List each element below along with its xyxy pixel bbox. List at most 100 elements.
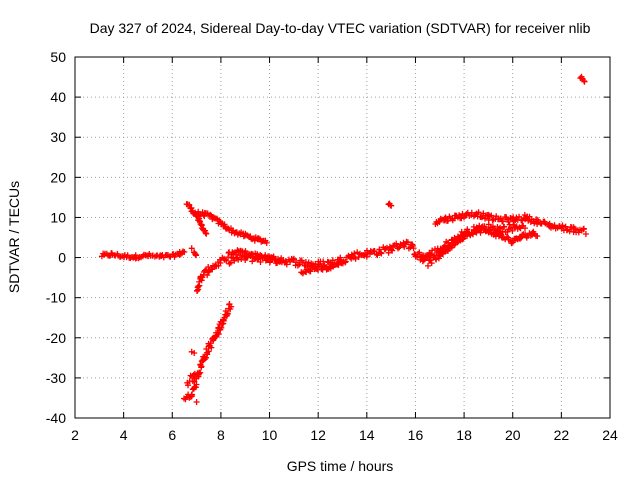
grid-lines	[75, 57, 610, 418]
data-point-mark	[221, 221, 228, 228]
data-point-mark	[464, 226, 471, 233]
data-point-mark	[245, 252, 252, 259]
data-point-mark	[488, 212, 495, 219]
data-point-mark	[217, 260, 224, 266]
y-tick-label: 50	[50, 49, 66, 65]
data-point-mark	[416, 249, 423, 256]
data-point-mark	[482, 215, 488, 222]
data-point-mark	[518, 234, 525, 241]
data-point-mark	[226, 260, 233, 267]
plot-frame	[74, 56, 611, 419]
data-point-mark	[469, 230, 476, 237]
data-point-mark	[376, 246, 383, 253]
x-tick-label: 22	[554, 427, 570, 443]
x-tick-label: 10	[262, 427, 278, 443]
data-point-mark	[384, 244, 390, 251]
data-point-mark	[516, 213, 523, 220]
y-tick-label: 10	[50, 209, 66, 225]
data-point-mark	[224, 311, 231, 317]
data-point-mark	[446, 245, 453, 252]
data-point-mark	[427, 251, 434, 258]
x-tick-label: 20	[505, 427, 521, 443]
data-point-mark	[522, 225, 528, 232]
data-point-mark	[189, 391, 195, 398]
data-point-mark	[263, 239, 270, 246]
data-point-mark	[495, 225, 502, 232]
data-point-mark	[363, 253, 370, 260]
data-point-mark	[479, 214, 485, 221]
data-point-mark	[459, 236, 466, 243]
outlier-mark	[191, 350, 198, 356]
data-point-mark	[389, 247, 396, 254]
data-point-mark	[509, 239, 516, 246]
x-tick-label: 8	[217, 427, 225, 443]
data-point-mark	[235, 256, 242, 263]
data-point-mark	[307, 268, 314, 275]
data-point-mark	[378, 250, 385, 257]
x-tick-label: 4	[120, 427, 128, 443]
data-point-mark	[401, 243, 408, 250]
data-point-mark	[527, 219, 534, 225]
data-point-mark	[404, 239, 411, 246]
data-point-mark	[509, 227, 516, 234]
data-point-mark	[477, 229, 484, 236]
data-point-mark	[232, 251, 239, 258]
x-tick-label: 12	[310, 427, 326, 443]
y-tick-label: 30	[50, 129, 66, 145]
data-point-mark	[339, 260, 346, 267]
data-point-mark	[208, 344, 215, 351]
data-point-mark	[371, 248, 378, 254]
data-point-mark	[181, 249, 188, 255]
data-point-mark	[203, 354, 210, 361]
data-point-mark	[566, 228, 573, 235]
y-tick-label: -10	[46, 290, 66, 306]
x-tick-label: 6	[168, 427, 176, 443]
data-point-mark	[501, 223, 508, 230]
data-point-mark	[198, 277, 205, 284]
data-point-mark	[198, 364, 205, 371]
data-point-mark	[581, 78, 588, 85]
data-point-mark	[262, 252, 269, 259]
data-point-mark	[193, 381, 200, 388]
data-point-mark	[489, 217, 496, 224]
x-tick-label: 24	[602, 427, 618, 443]
y-tick-label: -30	[46, 370, 66, 386]
data-point-mark	[205, 348, 212, 355]
data-point-mark	[559, 222, 566, 229]
y-tick-label: 20	[50, 169, 66, 185]
data-point-mark	[203, 230, 210, 237]
y-tick-label: -40	[46, 410, 66, 426]
data-point-mark	[352, 255, 359, 262]
y-axis-ticks: -40 -30 -20 -10 0 10 20 30 40 50	[46, 49, 610, 426]
data-point-mark	[410, 245, 417, 252]
data-point-mark	[278, 255, 285, 262]
data-point-mark	[420, 256, 427, 263]
data-point-mark	[296, 261, 303, 268]
data-point-mark	[497, 224, 504, 231]
y-axis-label: SDTVAR / TECUs	[6, 181, 22, 293]
data-point-mark	[395, 245, 401, 252]
data-point-mark	[442, 214, 449, 221]
data-point-mark	[497, 231, 504, 238]
x-tick-label: 2	[71, 427, 79, 443]
data-point-mark	[433, 256, 440, 263]
outlier-mark	[193, 399, 200, 405]
data-point-mark	[468, 209, 475, 216]
data-point-mark	[227, 259, 234, 266]
y-tick-label: 40	[50, 89, 66, 105]
data-point-mark	[571, 225, 578, 232]
data-point-mark	[505, 218, 512, 225]
data-point-mark	[257, 259, 264, 265]
data-point-mark	[511, 218, 518, 225]
data-point-mark	[582, 231, 589, 237]
data-point-mark	[193, 252, 200, 259]
x-axis-ticks: 2 4 6 8 10 12 14 16 18 20 22 24	[71, 57, 618, 443]
data-point-mark	[393, 240, 400, 247]
y-tick-label: 0	[58, 250, 66, 266]
data-point-mark	[238, 256, 245, 262]
data-point-mark	[197, 369, 204, 376]
data-point-mark	[185, 382, 191, 389]
data-point-mark	[489, 223, 496, 230]
data-point-mark	[475, 209, 482, 216]
